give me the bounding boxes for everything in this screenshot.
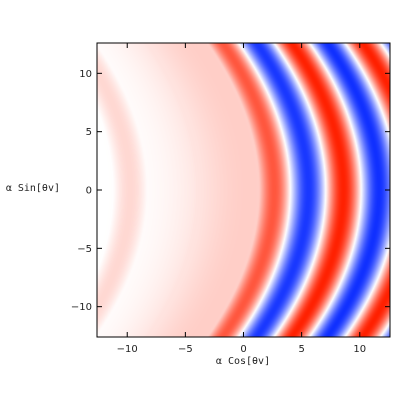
x-tick-label: 10: [353, 344, 366, 355]
y-tick-label: 10: [79, 69, 92, 80]
x-axis-ticks: −10 −5 0 5 10: [117, 43, 366, 355]
y-tick-label: −10: [71, 302, 92, 313]
x-tick-label: −10: [117, 344, 138, 355]
x-tick-label: 0: [240, 344, 246, 355]
heatmap-field: [97, 43, 390, 337]
x-tick-label: 5: [298, 344, 304, 355]
x-axis-label: α Cos[θv]: [216, 356, 270, 367]
heatmap-image: [97, 43, 390, 337]
y-tick-label: 5: [86, 127, 92, 138]
x-tick-label: −5: [178, 344, 193, 355]
y-tick-label: 0: [86, 186, 92, 197]
y-tick-label: −5: [77, 244, 92, 255]
y-axis-ticks: −10 −5 0 5 10: [71, 69, 390, 313]
y-axis-label: α Sin[θv]: [6, 183, 60, 194]
